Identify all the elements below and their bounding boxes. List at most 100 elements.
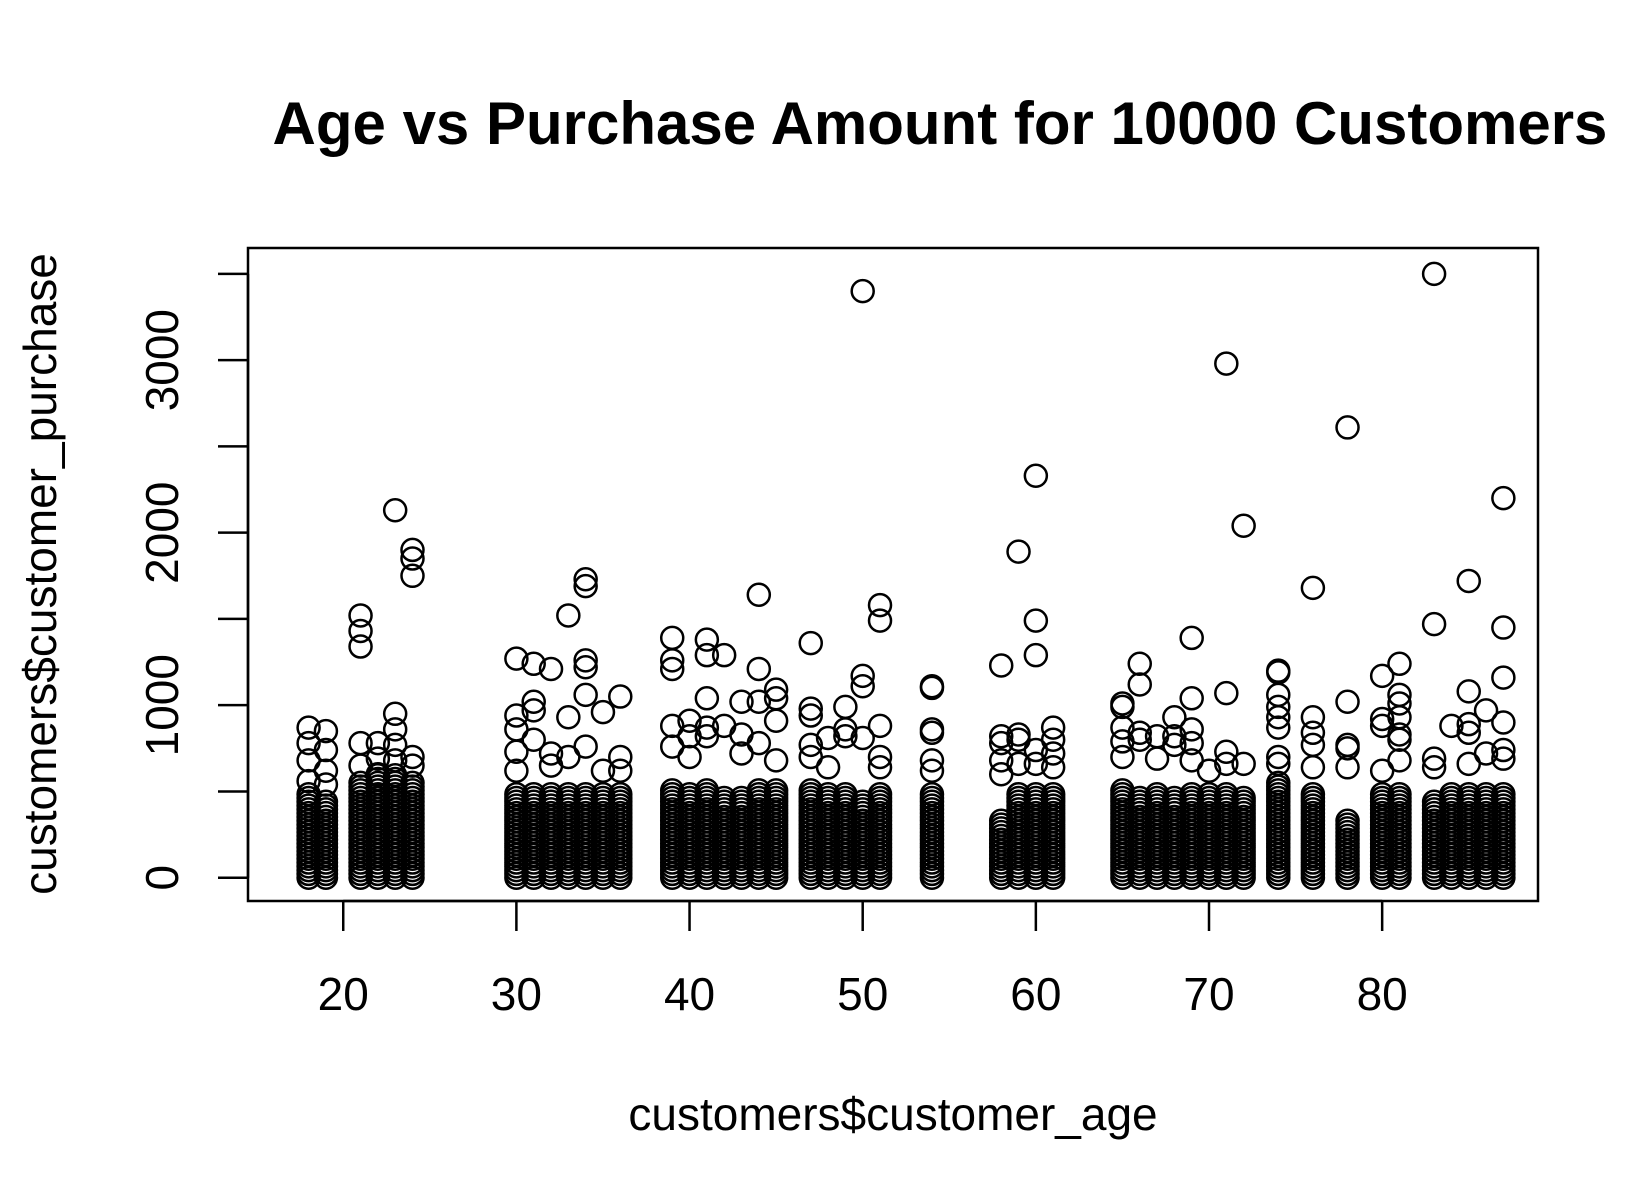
data-point	[400, 770, 425, 796]
data-point	[694, 627, 720, 652]
data-point	[1231, 751, 1256, 777]
data-point	[400, 563, 425, 589]
data-point	[1266, 751, 1291, 777]
data-point	[538, 741, 564, 766]
data-point	[763, 677, 789, 702]
x-tick-label: 20	[318, 968, 369, 1020]
data-point	[313, 789, 339, 815]
data-point	[1335, 736, 1360, 761]
data-point	[313, 718, 339, 744]
data-point	[1473, 698, 1499, 723]
data-point	[1491, 615, 1516, 640]
data-point	[867, 781, 893, 807]
data-point	[867, 608, 893, 633]
data-point	[1214, 680, 1239, 706]
data-point	[1127, 727, 1152, 752]
data-point	[365, 746, 391, 771]
data-point	[608, 684, 633, 709]
data-point	[1421, 746, 1447, 771]
y-tick-label: 0	[136, 865, 188, 891]
data-point	[833, 694, 858, 720]
data-point	[1421, 261, 1447, 287]
data-point	[556, 705, 581, 730]
data-point	[1110, 694, 1135, 720]
data-point	[1214, 739, 1239, 765]
data-point	[1214, 351, 1239, 376]
data-point	[1162, 723, 1187, 749]
data-point	[1491, 781, 1516, 807]
data-point	[1040, 755, 1066, 780]
data-point	[1006, 751, 1031, 777]
data-point	[659, 648, 685, 673]
data-point	[1144, 746, 1170, 771]
x-tick-label: 30	[491, 968, 542, 1020]
data-point	[590, 758, 616, 783]
data-point	[850, 725, 875, 751]
data-point	[1335, 689, 1360, 714]
data-point	[1266, 705, 1291, 730]
data-point	[1110, 744, 1135, 770]
data-point	[988, 748, 1014, 773]
data-point	[1456, 679, 1481, 704]
data-point	[573, 566, 598, 592]
data-point	[988, 723, 1014, 749]
data-point	[1179, 730, 1204, 756]
data-point	[504, 739, 529, 765]
data-point	[988, 653, 1014, 678]
data-point	[677, 723, 702, 749]
data-point	[1421, 755, 1447, 780]
data-point	[1023, 608, 1049, 633]
data-point	[1162, 705, 1187, 730]
data-point	[798, 732, 824, 758]
data-point	[1179, 625, 1204, 651]
data-point	[867, 744, 893, 770]
y-tick-label: 1000	[136, 654, 188, 756]
data-point	[1266, 660, 1291, 685]
data-point	[382, 717, 408, 742]
data-point	[296, 730, 321, 756]
data-point	[504, 758, 529, 783]
data-point	[1266, 770, 1291, 796]
data-point	[504, 703, 529, 728]
data-point	[573, 734, 598, 759]
data-point	[850, 278, 875, 304]
data-point	[1023, 642, 1049, 668]
data-point	[1335, 808, 1360, 834]
data-point	[815, 755, 841, 780]
data-point	[694, 642, 720, 668]
data-point	[1231, 785, 1256, 811]
data-point	[1387, 722, 1412, 747]
chart-title: Age vs Purchase Amount for 10000 Custome…	[273, 90, 1608, 157]
data-point	[1179, 717, 1204, 742]
data-point	[556, 603, 581, 628]
data-point	[867, 755, 893, 780]
data-point	[1369, 706, 1395, 732]
data-point	[1387, 748, 1412, 773]
data-point	[573, 573, 598, 599]
data-point	[348, 634, 373, 659]
data-point	[1387, 727, 1412, 752]
data-point	[365, 761, 391, 787]
data-point	[521, 651, 546, 677]
data-point	[694, 686, 720, 711]
data-point	[1300, 720, 1326, 746]
data-point	[400, 546, 425, 571]
x-axis-label: customers$customer_age	[628, 1088, 1157, 1140]
data-point	[1162, 732, 1187, 758]
data-point	[1110, 715, 1135, 740]
data-point	[1491, 485, 1516, 511]
data-point	[919, 758, 945, 783]
data-point	[1231, 513, 1256, 539]
data-point	[1023, 463, 1049, 488]
data-point	[1300, 705, 1326, 730]
data-point	[833, 723, 858, 749]
data-point	[521, 698, 546, 723]
data-point	[521, 689, 546, 714]
data-point	[1196, 758, 1222, 783]
data-point	[1214, 751, 1239, 777]
data-point	[919, 781, 945, 807]
data-point	[677, 708, 702, 733]
data-point	[763, 748, 789, 773]
x-tick-label: 60	[1010, 968, 1061, 1020]
